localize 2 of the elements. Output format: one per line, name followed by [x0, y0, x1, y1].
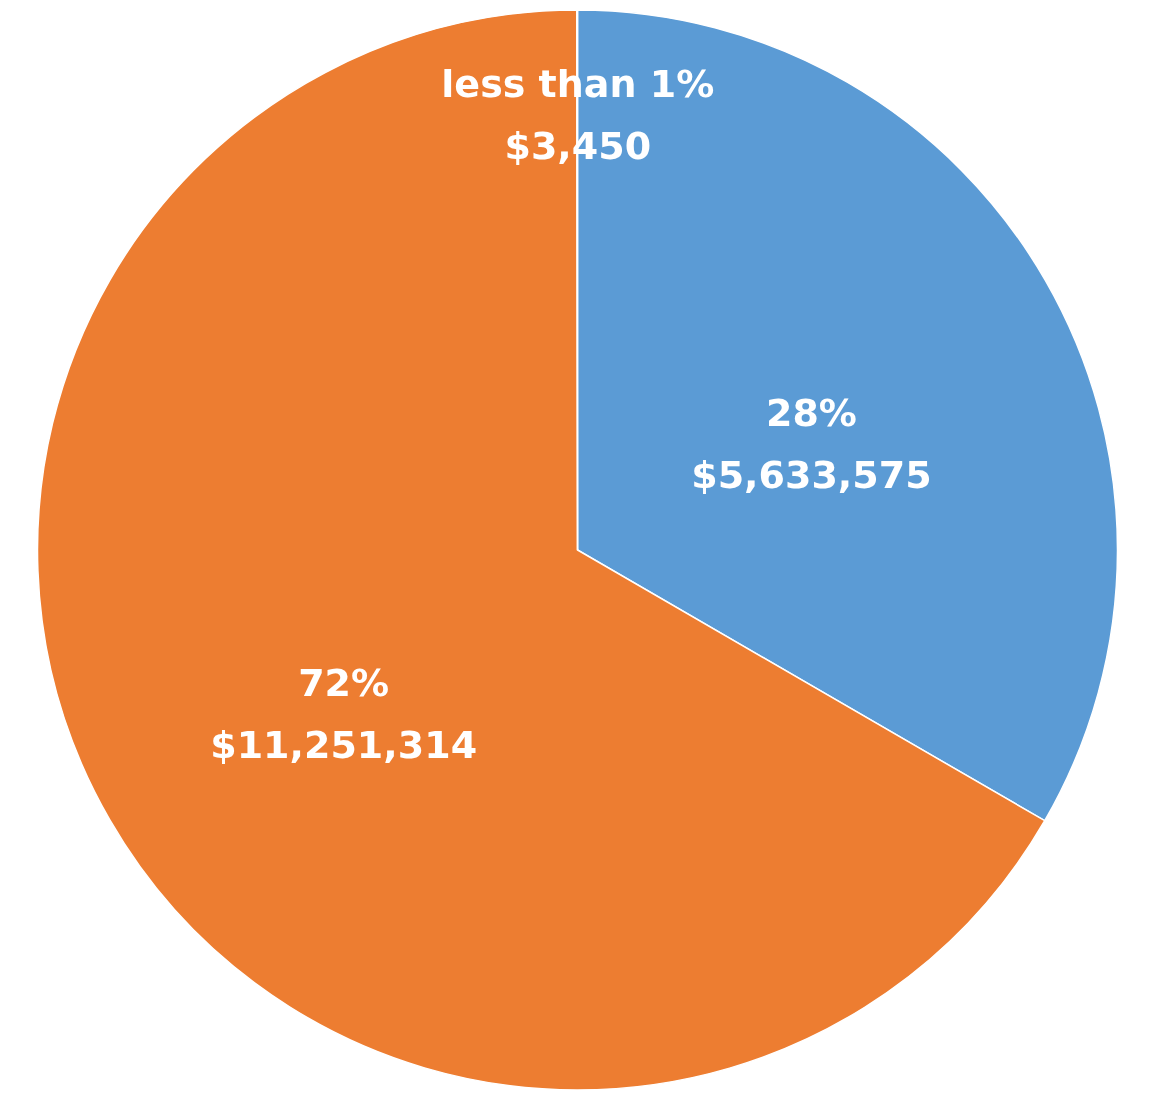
data-label: 72% $11,251,314 [210, 660, 478, 767]
data-label: 28% $5,633,575 [691, 391, 932, 498]
